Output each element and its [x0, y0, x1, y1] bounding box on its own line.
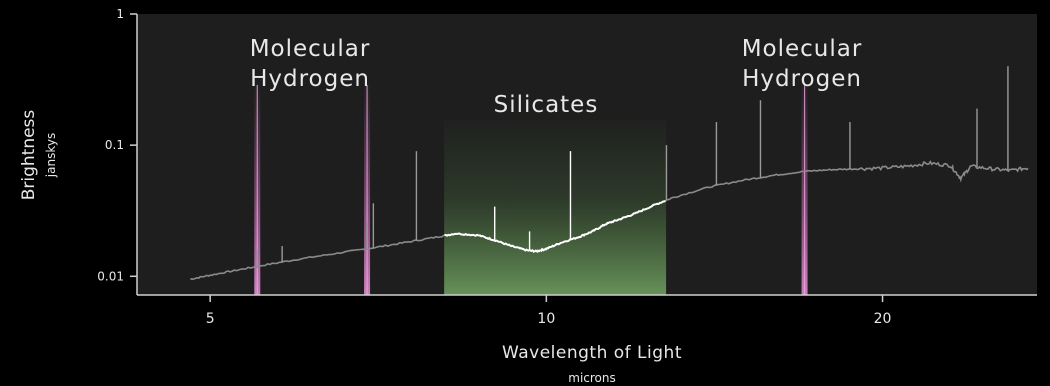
spectrum-layer — [190, 66, 1029, 281]
x-axis-unit: microns — [568, 371, 616, 385]
highlight-regions — [254, 80, 808, 295]
y-axis-unit: janskys — [44, 133, 58, 178]
silicates-band — [444, 120, 667, 295]
y-tick-label-2: 1 — [116, 7, 124, 21]
y-axis-title: Brightness — [19, 110, 39, 201]
y-tick-label-1: 0.1 — [105, 138, 124, 152]
axes: 0.01 0.1 1 5 10 20 Wavelength of Light microns B… — [19, 7, 1037, 385]
region-label-0-1: Hydrogen — [250, 66, 370, 92]
region-label-1-0: Silicates — [494, 92, 599, 118]
x-tick-label-2: 20 — [874, 311, 892, 327]
annotations: Molecular Hydrogen Silicates Molecular Hydro… — [250, 36, 863, 118]
region-label-2-0: Molecular — [742, 36, 863, 62]
region-label-0-0: Molecular — [250, 36, 371, 62]
silicate-feature-line — [444, 200, 666, 254]
x-tick-label-0: 5 — [206, 311, 215, 327]
region-label-2-1: Hydrogen — [742, 66, 862, 92]
y-tick-label-0: 0.01 — [97, 269, 124, 283]
x-axis-title: Wavelength of Light — [502, 343, 682, 363]
x-tick-label-1: 10 — [537, 311, 555, 327]
